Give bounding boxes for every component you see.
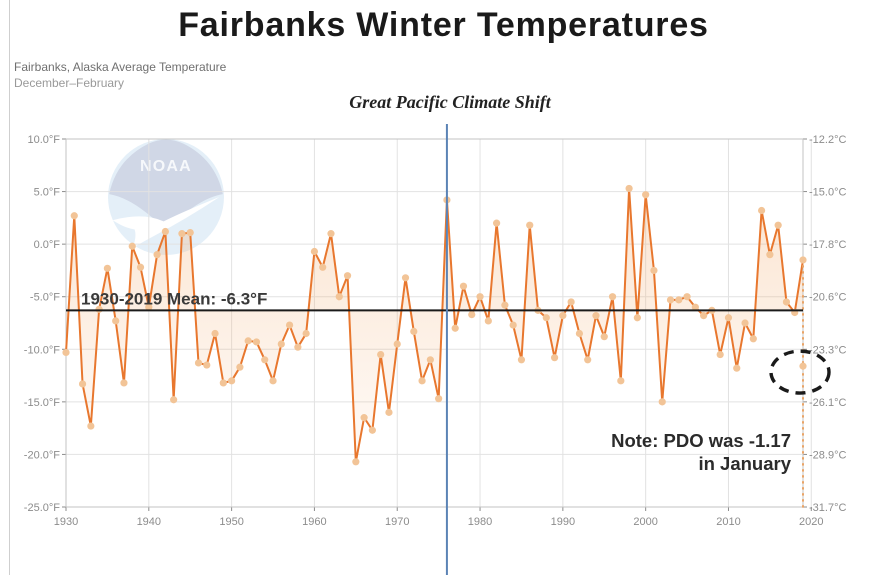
svg-text:1940: 1940 [137,516,161,528]
svg-text:2020: 2020 [799,516,823,528]
svg-text:-5.0°F: -5.0°F [30,292,60,304]
svg-text:10.0°F: 10.0°F [27,134,60,146]
svg-text:NOAA: NOAA [140,158,192,175]
svg-text:1980: 1980 [468,516,492,528]
svg-text:-15.0°F: -15.0°F [24,397,60,409]
svg-text:2010: 2010 [716,516,740,528]
svg-text:-23.3°C: -23.3°C [809,344,846,356]
svg-text:-12.2°C: -12.2°C [809,134,846,146]
svg-text:5.0°F: 5.0°F [34,187,61,199]
svg-text:1930: 1930 [54,516,78,528]
svg-text:2000: 2000 [633,516,657,528]
svg-text:1970: 1970 [385,516,409,528]
svg-text:Note: PDO was -1.17: Note: PDO was -1.17 [611,430,791,451]
svg-text:1950: 1950 [219,516,243,528]
svg-text:0.0°F: 0.0°F [34,239,61,251]
svg-text:-15.0°C: -15.0°C [809,187,846,199]
svg-text:1930-2019 Mean: -6.3°F: 1930-2019 Mean: -6.3°F [81,289,267,308]
svg-text:-26.1°C: -26.1°C [809,397,846,409]
svg-text:-20.0°F: -20.0°F [24,449,60,461]
svg-text:-20.6°C: -20.6°C [809,292,846,304]
svg-text:1960: 1960 [302,516,326,528]
svg-text:-17.8°C: -17.8°C [809,239,846,251]
svg-text:-10.0°F: -10.0°F [24,344,60,356]
svg-text:-25.0°F: -25.0°F [24,502,60,514]
svg-text:-28.9°C: -28.9°C [809,449,846,461]
svg-text:-31.7°C: -31.7°C [809,502,846,514]
svg-text:1990: 1990 [551,516,575,528]
svg-text:in January: in January [698,453,791,474]
